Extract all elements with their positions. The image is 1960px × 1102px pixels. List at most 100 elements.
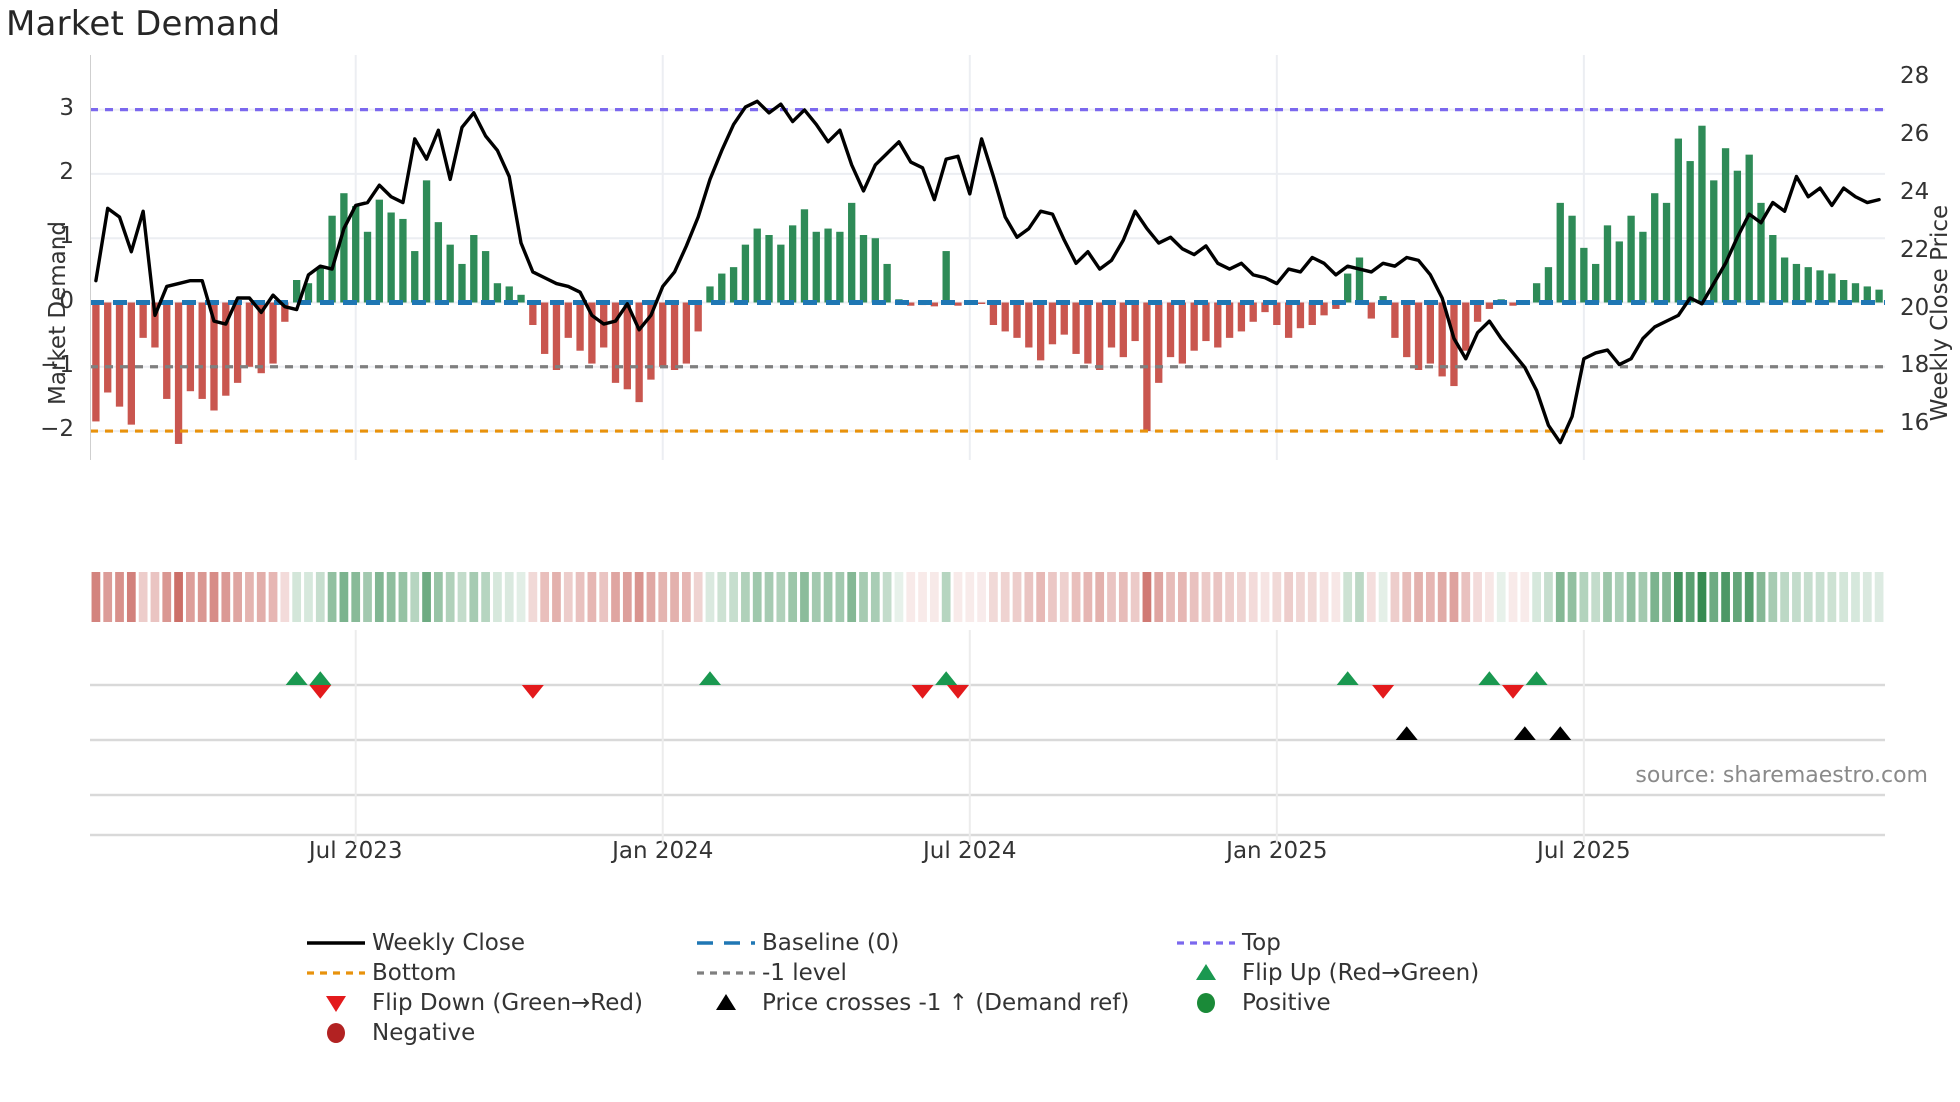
heat-cell: [1839, 572, 1849, 622]
heat-cell: [752, 572, 762, 622]
heat-cell: [1130, 572, 1140, 622]
price-cross-marker: [1395, 726, 1418, 740]
heat-cell: [1591, 572, 1601, 622]
legend-item[interactable]: Price crosses -1 ↑ (Demand ref): [690, 988, 1170, 1018]
heat-cell: [811, 572, 821, 622]
heat-cell: [138, 572, 148, 622]
demand-bar: [1273, 302, 1281, 325]
heat-cell: [186, 572, 195, 622]
demand-bar: [1438, 302, 1446, 377]
demand-bar: [104, 302, 112, 393]
chart-legend: Weekly Close Baseline (0) Top Bottom -1 leve…: [300, 928, 1700, 1048]
y-axis-left-tick: 2: [59, 158, 74, 185]
triangle-up-icon: [690, 991, 762, 1015]
flip-up-marker: [698, 671, 721, 685]
demand-bar: [163, 302, 171, 399]
legend-row: Flip Down (Green→Red) Price crosses -1 ↑ …: [300, 988, 1700, 1018]
heat-cell: [1461, 572, 1471, 622]
heat-cell: [1437, 572, 1447, 622]
heat-cell: [859, 572, 868, 622]
legend-item[interactable]: Flip Down (Green→Red): [300, 988, 690, 1018]
demand-bar: [1816, 270, 1824, 303]
circle-icon: [300, 1021, 372, 1045]
demand-bar: [1060, 302, 1068, 335]
triangle-up-icon: [1170, 961, 1242, 985]
legend-item[interactable]: -1 level: [690, 958, 1170, 988]
demand-bar: [682, 302, 691, 364]
demand-bar: [611, 302, 620, 383]
demand-bar: [1261, 302, 1269, 313]
heat-cell: [599, 572, 609, 622]
heat-cell: [835, 572, 845, 622]
demand-bar: [1450, 302, 1458, 387]
legend-item[interactable]: Negative: [300, 1018, 690, 1048]
demand-bar: [729, 267, 738, 303]
demand-bar: [1320, 302, 1328, 316]
heat-cell: [363, 572, 372, 622]
heat-cell: [221, 572, 231, 622]
demand-bar: [222, 302, 230, 396]
demand-bar: [1403, 302, 1411, 358]
heat-cell: [1721, 572, 1730, 622]
demand-bar: [540, 302, 549, 354]
legend-item[interactable]: Weekly Close: [300, 928, 690, 958]
demand-bar: [1509, 302, 1517, 306]
legend-item[interactable]: Baseline (0): [690, 928, 1170, 958]
legend-item[interactable]: Bottom: [300, 958, 690, 988]
demand-bar: [233, 302, 242, 383]
legend-row: Bottom -1 level Flip Up (Red→Green): [300, 958, 1700, 988]
demand-bar: [281, 302, 289, 322]
heat-cell: [150, 572, 160, 622]
legend-item[interactable]: Positive: [1170, 988, 1590, 1018]
demand-bar: [269, 302, 277, 364]
legend-label: Flip Up (Red→Green): [1242, 960, 1480, 986]
heat-cell: [469, 572, 479, 622]
heat-cell: [1780, 572, 1789, 622]
demand-bar: [434, 222, 443, 303]
heat-cell: [245, 572, 254, 622]
heat-cell: [1166, 572, 1175, 622]
demand-bar: [1332, 302, 1340, 309]
solid-line-icon: [300, 931, 372, 955]
demand-bar: [1804, 267, 1812, 303]
flip-down-marker: [946, 685, 969, 699]
demand-bar: [1769, 235, 1777, 303]
dotted-line-icon: [300, 961, 372, 985]
price-cross-marker: [1549, 726, 1572, 740]
y-axis-left-tick: 1: [59, 223, 74, 250]
demand-bar: [1225, 302, 1234, 338]
demand-bar: [1214, 302, 1222, 348]
flip-down-marker: [1372, 685, 1395, 699]
heat-cell: [1107, 572, 1116, 622]
triangle-down-icon: [300, 991, 372, 1015]
demand-bar: [1863, 286, 1871, 303]
heat-cell: [575, 572, 585, 622]
y-axis-right-tick: 20: [1900, 294, 1930, 321]
demand-bar: [1840, 280, 1848, 303]
heat-cell: [115, 572, 124, 622]
heat-cell: [658, 572, 668, 622]
heat-cell: [1638, 572, 1648, 622]
heat-cell: [1071, 572, 1081, 622]
y-axis-left-tick: 0: [59, 287, 74, 314]
heat-cell: [1024, 572, 1034, 622]
demand-bar: [1662, 202, 1671, 303]
demand-bar: [1544, 267, 1553, 303]
heat-cell: [953, 572, 963, 622]
heat-cell: [1508, 572, 1518, 622]
demand-bar: [127, 302, 135, 425]
heat-cell: [1685, 572, 1695, 622]
demand-bar: [293, 280, 301, 303]
legend-item[interactable]: Top: [1170, 928, 1590, 958]
demand-bar: [777, 244, 785, 303]
heat-cell: [481, 572, 490, 622]
heat-cell: [1579, 572, 1589, 622]
demand-bar: [1344, 273, 1352, 303]
legend-item[interactable]: Flip Up (Red→Green): [1170, 958, 1590, 988]
heat-cell: [445, 572, 455, 622]
page-title: Market Demand: [6, 4, 281, 44]
demand-bar: [1674, 138, 1682, 303]
demand-bar: [1792, 263, 1801, 303]
demand-bar: [1721, 148, 1730, 303]
demand-bar: [753, 228, 761, 303]
